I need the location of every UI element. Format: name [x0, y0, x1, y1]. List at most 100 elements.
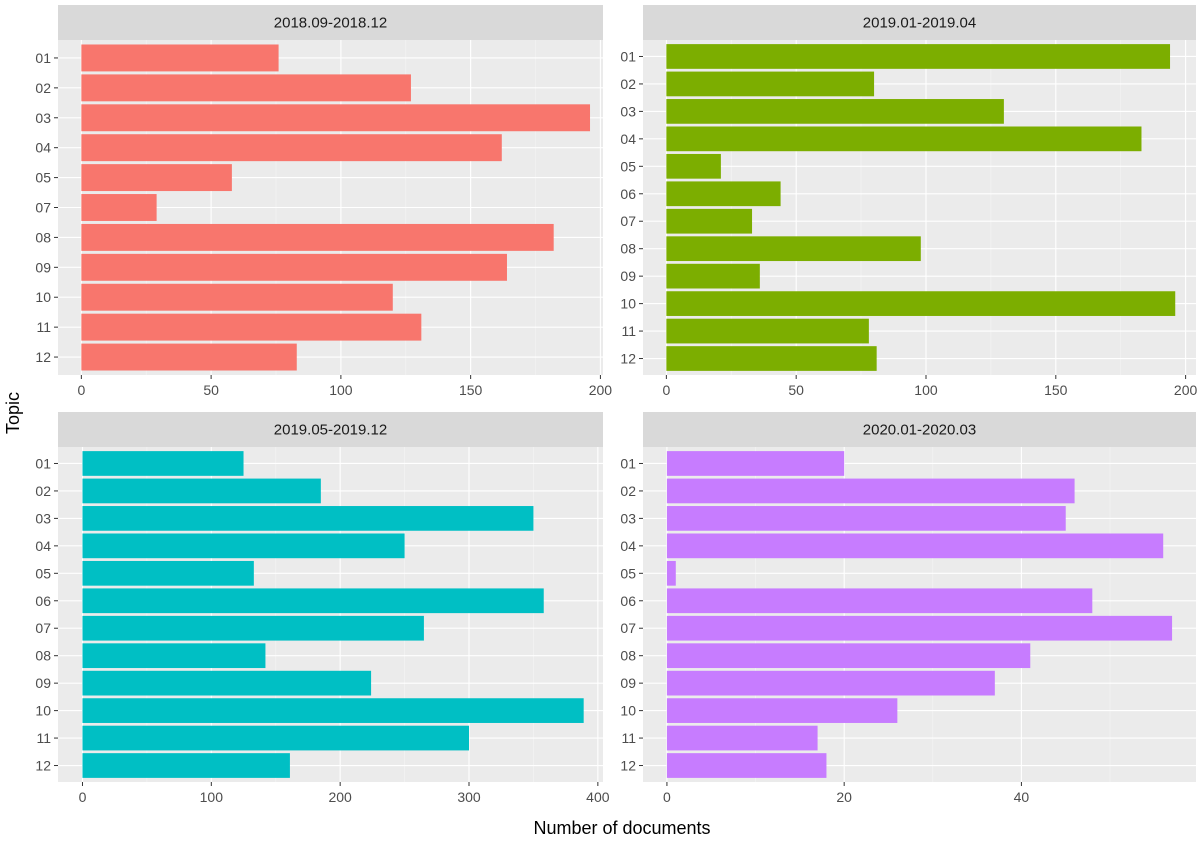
y-tick-label: 04 [620, 131, 636, 147]
bar-topic-04 [81, 134, 502, 162]
x-axis-title: Number of documents [533, 818, 710, 838]
facets-layer: 2018.09-2018.120 50 100 150 2000102030405070… [35, 5, 1198, 805]
x-tick-label: 100 [329, 382, 353, 398]
x-tick-label: 0 [77, 382, 85, 398]
y-tick-label: 10 [35, 289, 51, 305]
y-tick-label: 02 [620, 483, 636, 499]
y-tick-label: 08 [35, 229, 51, 245]
y-tick-label: 10 [620, 703, 636, 719]
facet-strip-label: 2018.09-2018.12 [274, 15, 387, 32]
bar-topic-07 [81, 194, 157, 221]
y-tick-label: 03 [35, 510, 51, 526]
x-tick-label: 0 [79, 789, 87, 805]
bar-topic-04 [666, 126, 1142, 152]
y-tick-label: 09 [620, 675, 636, 691]
y-tick-label: 08 [620, 241, 636, 257]
bar-topic-05 [666, 560, 676, 586]
y-tick-label: 06 [35, 593, 51, 609]
bar-topic-03 [81, 104, 591, 132]
x-tick-label: 50 [203, 382, 219, 398]
facet-strip [643, 412, 1196, 447]
bar-topic-12 [666, 753, 827, 778]
bar-topic-07 [666, 615, 1173, 641]
bar-topic-11 [666, 318, 869, 344]
bar-topic-11 [666, 725, 818, 751]
y-tick-label: 02 [620, 76, 636, 92]
bar-topic-12 [81, 343, 297, 371]
bar-topic-10 [666, 291, 1176, 316]
y-tick-label: 01 [35, 50, 51, 66]
y-tick-label: 11 [36, 730, 51, 746]
facet-strip-label: 2020.01-2020.03 [863, 422, 976, 439]
bar-topic-07 [82, 615, 424, 641]
y-tick-label: 07 [35, 200, 51, 216]
bar-topic-10 [81, 283, 393, 311]
x-tick-label: 150 [459, 382, 483, 398]
y-tick-label: 11 [36, 319, 51, 335]
facet-panel-3: 2019.05-2019.12 0 100 200 300 400 01 02 03 04 05 06… [35, 412, 610, 805]
y-tick-label: 07 [620, 213, 636, 229]
bar-topic-01 [666, 451, 845, 476]
y-tick-label: 03 [35, 110, 51, 126]
facet-panel-1: 2018.09-2018.12 0 50 100 150 200 01 02 03 04 05 07 0… [35, 5, 612, 398]
bar-topic-03 [666, 506, 1066, 531]
y-tick-label: 12 [35, 758, 51, 774]
y-tick-label: 02 [35, 483, 51, 499]
y-tick-label: 03 [620, 510, 636, 526]
y-tick-label: 01 [35, 455, 51, 471]
bar-topic-05 [81, 164, 232, 192]
y-tick-label: 05 [35, 565, 51, 581]
y-tick-label: 05 [620, 158, 636, 174]
bar-topic-05 [666, 153, 721, 179]
facet-strip [58, 412, 603, 447]
bar-topic-09 [666, 263, 760, 289]
y-tick-label: 06 [620, 593, 636, 609]
x-tick-label: 100 [914, 382, 938, 398]
bar-topic-10 [666, 698, 898, 723]
x-tick-label: 100 [200, 789, 224, 805]
bar-topic-02 [666, 71, 875, 97]
y-tick-label: 12 [620, 758, 636, 774]
bar-topic-08 [81, 223, 554, 251]
facet-panel-4: 2020.01-2020.03 0 20 40 01 02 03 04 05 06 07 08 09 10… [620, 412, 1196, 805]
y-tick-label: 06 [620, 186, 636, 202]
y-tick-label: 02 [35, 80, 51, 96]
y-tick-label: 09 [35, 675, 51, 691]
y-tick-label: 10 [620, 296, 636, 312]
bar-topic-07 [666, 208, 753, 234]
bar-topic-02 [81, 74, 411, 102]
y-tick-label: 04 [620, 538, 636, 554]
bar-topic-08 [666, 236, 921, 262]
facet-panel-2: 2019.01-2019.04 0 50 100 150 200 01 02 03 04 05 06 0… [620, 5, 1198, 398]
bar-topic-03 [666, 99, 1004, 124]
bar-topic-06 [666, 181, 781, 207]
bar-topic-11 [82, 725, 470, 751]
facet-strip-label: 2019.05-2019.12 [274, 422, 387, 439]
y-tick-label: 12 [620, 351, 636, 367]
facet-strip [58, 5, 603, 40]
bar-topic-04 [82, 533, 405, 559]
x-tick-label: 0 [663, 789, 671, 805]
y-tick-label: 10 [35, 703, 51, 719]
bar-topic-11 [81, 313, 422, 341]
bar-topic-04 [666, 533, 1164, 559]
x-tick-label: 400 [586, 789, 610, 805]
y-tick-label: 08 [35, 648, 51, 664]
x-tick-label: 50 [788, 382, 804, 398]
bar-topic-01 [666, 44, 1171, 69]
bar-topic-02 [666, 478, 1075, 504]
y-tick-label: 05 [620, 565, 636, 581]
bar-topic-03 [82, 506, 534, 531]
x-tick-label: 200 [589, 382, 613, 398]
bar-topic-05 [82, 560, 254, 586]
y-tick-label: 01 [620, 455, 636, 471]
y-tick-label: 09 [620, 268, 636, 284]
x-tick-label: 150 [1044, 382, 1068, 398]
bar-topic-12 [666, 346, 877, 371]
y-axis-title: Topic [3, 392, 23, 434]
bar-topic-09 [82, 670, 372, 696]
x-tick-label: 300 [457, 789, 481, 805]
y-tick-label: 01 [620, 48, 636, 64]
x-tick-label: 40 [1014, 789, 1030, 805]
